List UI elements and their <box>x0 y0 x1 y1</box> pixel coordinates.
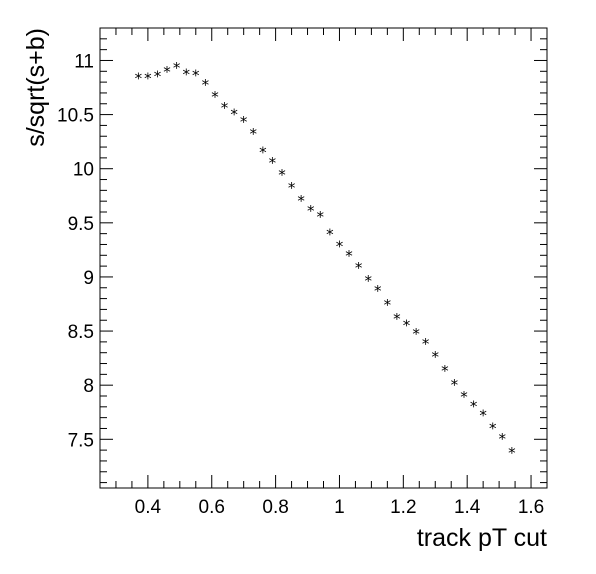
data-point: * <box>135 70 143 88</box>
data-point: * <box>393 310 401 328</box>
y-tick-label: 7.5 <box>68 430 94 451</box>
data-point: * <box>182 65 190 83</box>
data-point: * <box>317 208 325 226</box>
data-point: * <box>288 179 296 197</box>
data-series: * * * * * * **** * ******** ********* * ******* **** <box>135 59 517 462</box>
x-tick-label: 0.8 <box>262 497 288 518</box>
data-point: * <box>307 202 315 220</box>
data-point: * <box>451 376 459 394</box>
y-tick-label: 8 <box>83 376 94 397</box>
data-point: * <box>441 362 449 380</box>
data-point: * <box>384 296 392 314</box>
x-axis: 0.4 0.6 0.8 1 1.2 1.4 1.6 <box>99 28 548 518</box>
data-point: * <box>173 59 181 77</box>
data-point: * <box>278 166 286 184</box>
data-point: * <box>297 192 305 210</box>
data-point: * <box>460 388 468 406</box>
data-point: * <box>202 76 210 94</box>
y-tick-label: 9.5 <box>68 214 94 235</box>
data-point: * <box>211 88 219 106</box>
data-point: * <box>470 398 478 416</box>
y-tick-label: 11 <box>74 51 94 72</box>
data-point: * <box>326 226 334 244</box>
data-point: * <box>221 99 229 117</box>
data-point: * <box>489 419 497 437</box>
data-point: * <box>508 444 516 462</box>
x-tick-label: 1 <box>334 497 345 518</box>
x-tick-label: 1.2 <box>390 497 416 518</box>
data-point: * <box>269 154 277 172</box>
data-point: * <box>364 272 372 290</box>
y-tick-label: 9 <box>83 268 94 289</box>
data-point: * <box>432 348 440 366</box>
x-tick-label: 1.4 <box>454 497 481 518</box>
data-point: * <box>374 282 382 300</box>
data-point: * <box>163 63 171 81</box>
data-point: * <box>479 406 487 424</box>
y-tick-label: 10 <box>73 160 94 181</box>
data-point: * <box>240 113 248 131</box>
y-axis: 7.5 8 8.5 9 9.5 10 10.5 11 <box>57 27 547 484</box>
y-axis-title: s/sqrt(s+b) <box>22 28 50 147</box>
data-point: * <box>345 247 353 265</box>
data-point: * <box>336 237 344 255</box>
data-point: * <box>144 70 152 88</box>
data-point: * <box>154 68 162 86</box>
y-tick-label: 8.5 <box>68 322 94 343</box>
data-point: * <box>250 125 258 143</box>
data-point: * <box>422 335 430 353</box>
x-axis-title: track pT cut <box>417 524 547 552</box>
data-point: * <box>499 430 507 448</box>
data-point: * <box>412 325 420 343</box>
x-tick-label: 0.6 <box>199 497 225 518</box>
data-point: * <box>192 66 200 84</box>
data-point: * <box>355 259 363 277</box>
y-tick-label: 10.5 <box>57 106 94 127</box>
data-point: * <box>259 143 267 161</box>
x-tick-label: 1.6 <box>518 497 544 518</box>
data-point: * <box>403 316 411 334</box>
data-point: * <box>230 105 238 123</box>
x-tick-label: 0.4 <box>135 497 162 518</box>
